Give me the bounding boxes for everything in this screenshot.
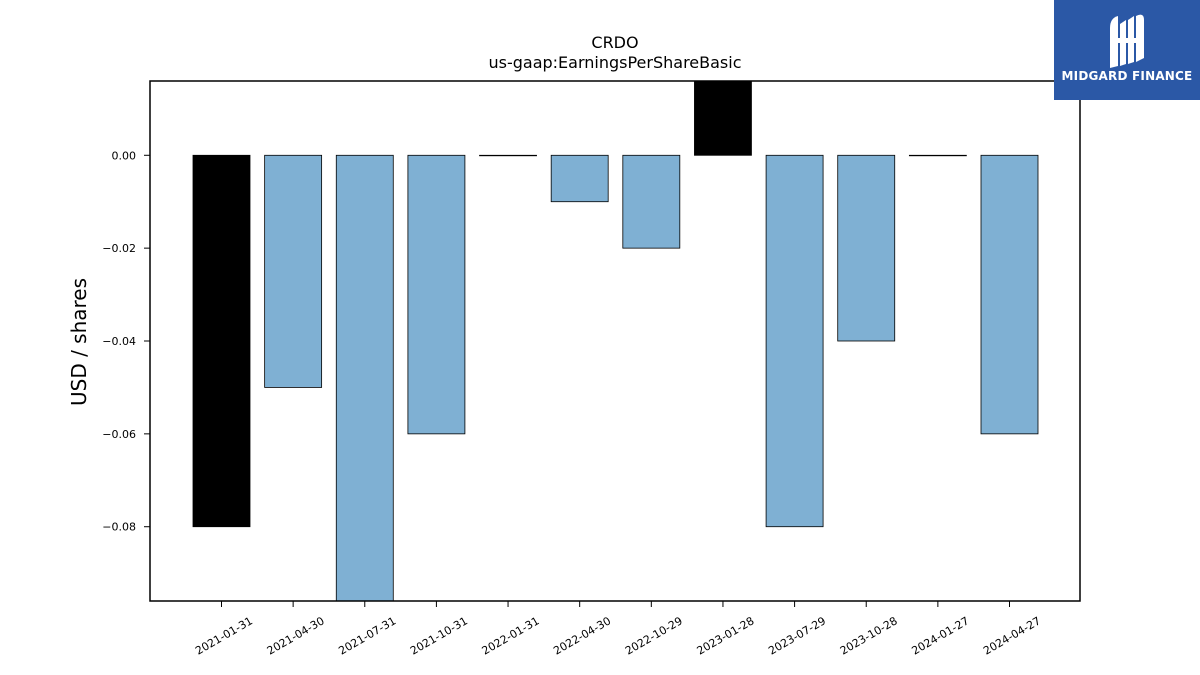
midgard-logo-icon (1110, 14, 1144, 68)
x-tick-label: 2022-10-29 (623, 614, 685, 657)
x-tick-label: 2022-04-30 (551, 614, 613, 657)
bar-2021-10-31 (407, 154, 466, 435)
x-ticks-group: 2021-01-31 2021-04-30 2021-07-31 2021-10-31… (193, 601, 1043, 658)
bar-2024-01-27 (908, 154, 967, 157)
bars-group (192, 80, 1039, 602)
bar-2021-07-31 (335, 154, 394, 602)
chart-title: CRDO (591, 33, 638, 52)
y-tick-label: −0.04 (102, 335, 136, 348)
x-tick-label: 2021-01-31 (193, 614, 255, 657)
x-tick-label: 2024-04-27 (981, 614, 1043, 657)
x-tick-label: 2023-07-29 (766, 614, 828, 657)
y-tick-label: 0.00 (112, 149, 137, 162)
bar-2022-01-31 (479, 154, 537, 157)
bar-2023-01-28 (694, 80, 752, 156)
y-axis-label: USD / shares (67, 278, 91, 406)
x-tick-label: 2023-01-28 (695, 614, 757, 657)
x-tick-label: 2023-10-28 (838, 614, 900, 657)
x-tick-label: 2024-01-27 (909, 614, 971, 657)
chart-subtitle: us-gaap:EarningsPerShareBasic (488, 53, 741, 72)
midgard-finance-logo: MIDGARD FINANCE (1054, 0, 1200, 100)
bar-2021-01-31 (192, 154, 251, 528)
plot-frame (149, 80, 1081, 602)
bar-2022-04-30 (550, 154, 609, 203)
bar-2022-10-29 (622, 154, 681, 249)
bar-2023-10-28 (837, 154, 896, 342)
y-tick-label: −0.08 (102, 521, 136, 534)
x-tick-label: 2022-01-31 (480, 614, 542, 657)
x-tick-label: 2021-10-31 (408, 614, 470, 657)
bar-2021-04-30 (264, 154, 323, 388)
x-tick-label: 2021-04-30 (265, 614, 327, 657)
y-tick-label: −0.06 (102, 428, 136, 441)
y-tick-label: −0.02 (102, 242, 136, 255)
bar-2023-07-29 (765, 154, 824, 528)
logo-text: MIDGARD FINANCE (1061, 69, 1193, 83)
y-ticks-group: 0.00 −0.02 −0.04 −0.06 −0.08 (102, 149, 150, 534)
bar-2024-04-27 (980, 154, 1039, 435)
x-tick-label: 2021-07-31 (336, 614, 398, 657)
